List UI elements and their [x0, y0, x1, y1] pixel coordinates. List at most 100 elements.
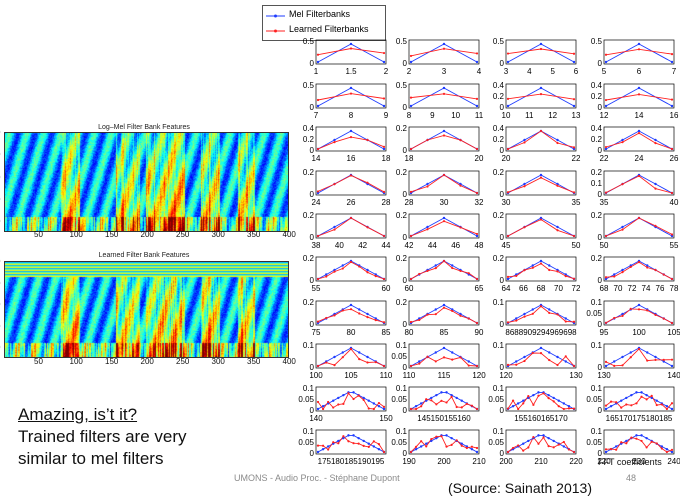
learned-point [637, 216, 641, 220]
mel-point [419, 402, 423, 405]
mel-point [409, 104, 413, 108]
learned-point [349, 47, 353, 50]
heatmap-xtick: 250 [176, 230, 190, 239]
filter-panel: 0.2 0.1 035 40 [591, 168, 679, 207]
learned-point [460, 444, 463, 447]
panel-ytick: 0.2 [303, 254, 315, 263]
learned-point [374, 360, 377, 364]
panel-ytick: 0.1 [493, 384, 505, 393]
mel-point [572, 104, 576, 108]
panel-ytick: 0 [500, 406, 505, 415]
mel-point [418, 360, 421, 363]
mel-point [347, 434, 350, 437]
learned-point [506, 275, 510, 278]
mel-point [442, 42, 446, 46]
panel-ytick: 0.2 [591, 92, 603, 101]
mel-point [430, 439, 433, 443]
learned-point [467, 272, 470, 275]
learned-point [621, 183, 624, 186]
learned-point [670, 233, 674, 236]
panel-xtick: 72 [572, 284, 581, 293]
learned-point [352, 442, 355, 445]
panel-ytick: 0.1 [493, 298, 505, 307]
panel-xtick: 28 [405, 198, 414, 207]
learned-point [445, 401, 448, 404]
panel-xtick: 18 [382, 154, 391, 163]
mel-point [349, 86, 353, 90]
mel-curve [507, 217, 575, 237]
learned-curve [507, 177, 575, 193]
panel-ytick: 0.4 [493, 124, 505, 133]
panel-ytick: 0.5 [591, 37, 603, 46]
panel-ytick: 0 [403, 103, 408, 112]
learned-curve [605, 175, 673, 194]
panel-ytick: 0 [598, 233, 603, 242]
panel-frame [603, 213, 675, 239]
panel-xtick: 60 [382, 284, 391, 293]
mel-point [426, 182, 429, 186]
panel-frame [505, 83, 577, 109]
mel-point [467, 360, 470, 363]
learned-point [564, 275, 567, 278]
panel-xtick: 6 [574, 67, 579, 76]
heatmap-xtick: 400 [282, 357, 296, 366]
panel-frame [315, 386, 387, 412]
learned-curve [410, 307, 478, 324]
panel-xtick: 7 [314, 111, 319, 120]
learned-point [562, 407, 565, 411]
panel-xtick: 75 [312, 328, 321, 337]
learned-point [564, 320, 567, 323]
panel-ytick: 0 [403, 233, 408, 242]
panel-ytick: 0 [500, 276, 505, 285]
mel-point [333, 138, 336, 142]
mel-point [366, 312, 369, 316]
learned-point [523, 269, 526, 272]
filter-panel: 0.4 0.2 010 11 12 13 [493, 81, 581, 120]
learned-point [367, 407, 370, 410]
mel-point [562, 402, 566, 405]
learned-point [470, 445, 474, 448]
learned-point [316, 234, 320, 238]
panel-xtick: 11 [475, 111, 484, 120]
learned-point [655, 442, 658, 445]
learned-point [475, 52, 479, 55]
mel-point [523, 138, 526, 142]
learned-point [572, 320, 576, 323]
mel-point [342, 436, 345, 440]
heatmap-xtick: 350 [247, 357, 261, 366]
learned-point [670, 448, 674, 451]
panel-ytick: 0 [598, 276, 603, 285]
panel-ytick: 0.2 [493, 211, 505, 220]
learned-point [442, 259, 446, 263]
panel-frame [315, 83, 387, 109]
learned-point [382, 234, 386, 238]
learned-point [362, 444, 365, 447]
mel-point [316, 104, 320, 108]
mel-point [604, 364, 608, 368]
learned-point [475, 191, 479, 195]
panel-ytick: 0 [403, 276, 408, 285]
learned-point [637, 132, 641, 135]
panel-xtick: 14 [312, 154, 321, 163]
panel-xtick: 48 [475, 241, 484, 250]
filter-panel: 0.4 0.2 014 16 18 [303, 124, 391, 163]
mel-point [352, 434, 355, 437]
mel-point [645, 393, 648, 397]
panel-ytick: 0.5 [396, 37, 408, 46]
panel-frame [315, 429, 387, 455]
heatmap-xtick: 250 [176, 357, 190, 366]
heatmap-xtick: 350 [247, 230, 261, 239]
learned-point [646, 309, 649, 312]
learned-curve [605, 437, 673, 453]
learned-point [572, 146, 576, 149]
learned-curve [317, 175, 385, 193]
learned-point [475, 97, 479, 100]
panel-ytick: 0.2 [591, 168, 603, 177]
learned-point [547, 397, 550, 400]
mel-point [604, 104, 608, 108]
mel-point [556, 182, 559, 186]
learned-point [366, 138, 369, 142]
panel-ytick: 0.1 [591, 179, 603, 188]
